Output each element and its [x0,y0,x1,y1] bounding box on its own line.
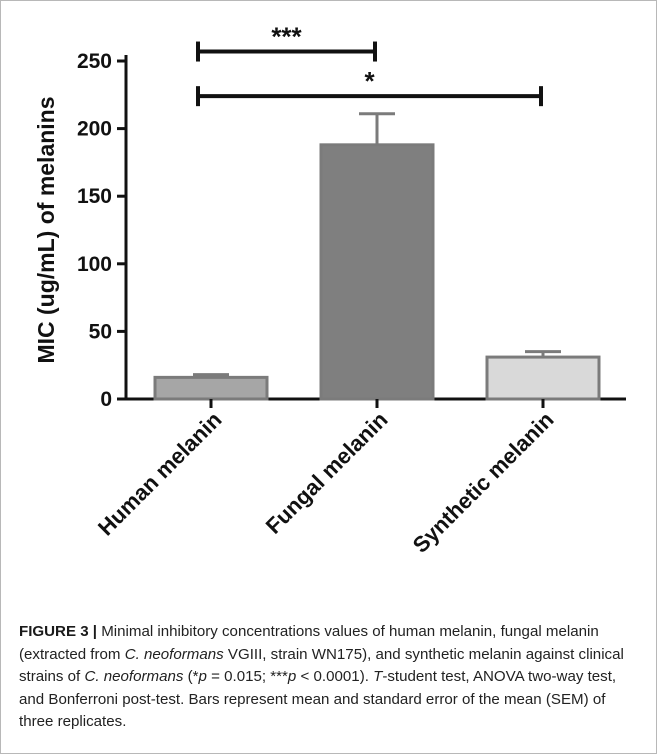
caption-label: FIGURE 3 | [19,623,98,640]
figure-caption: FIGURE 3 | Minimal inhibitory concentrat… [19,621,644,734]
y-tick-label: 200 [77,118,112,141]
y-tick-label: 150 [77,185,112,208]
bar [485,355,601,401]
y-tick-label: 100 [77,253,112,276]
caption-text: Minimal inhibitory concentrations values… [19,623,599,663]
caption-text: = 0.015; *** [206,668,288,685]
y-tick-label: 50 [89,320,112,343]
caption-p-symbol: p [198,668,207,685]
x-tick-label: Human melanin [93,407,227,541]
significance-label: * [364,66,375,96]
caption-t-symbol: T [373,668,383,685]
caption-p-symbol: p [287,668,297,685]
caption-text: -student test, ANOVA two-way test, and B… [19,668,617,730]
bar-chart: MIC (ug/mL) of melanins **** 05010015020… [33,22,626,558]
caption-species: C. neoformans [84,668,184,685]
bar [153,375,269,401]
y-tick-label: 250 [77,50,112,73]
bar [319,143,435,401]
caption-text: < 0.0001). [296,668,374,685]
caption-text: VGIII, strain WN175), and synthetic mela… [19,645,624,686]
caption-species: C. neoformans [124,645,224,663]
y-tick-label: 0 [100,388,112,411]
x-tick-label: Fungal melanin [261,407,393,539]
y-axis-title: MIC (ug/mL) of melanins [33,96,59,363]
caption-text: (* [183,668,199,685]
significance-label: *** [271,22,302,52]
x-tick-label: Synthetic melanin [408,407,559,558]
